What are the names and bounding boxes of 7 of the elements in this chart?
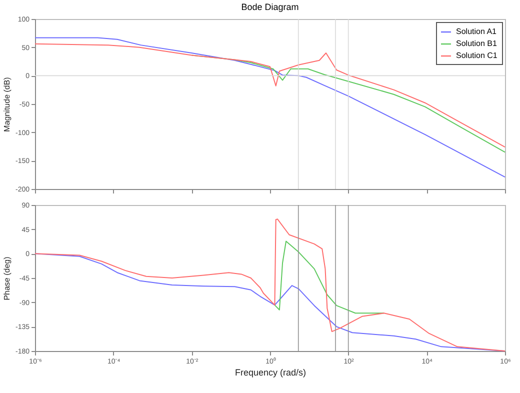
y-axis-title: Magnitude (dB) — [2, 76, 12, 132]
legend-label: Solution A1 — [456, 27, 498, 36]
x-axis-title: Frequency (rad/s) — [234, 368, 306, 378]
legend-label: Solution C1 — [456, 51, 498, 60]
legend-label: Solution B1 — [456, 39, 498, 48]
chart-title: Bode Diagram — [241, 2, 299, 12]
y-axis-title: Phase (deg) — [2, 256, 12, 300]
